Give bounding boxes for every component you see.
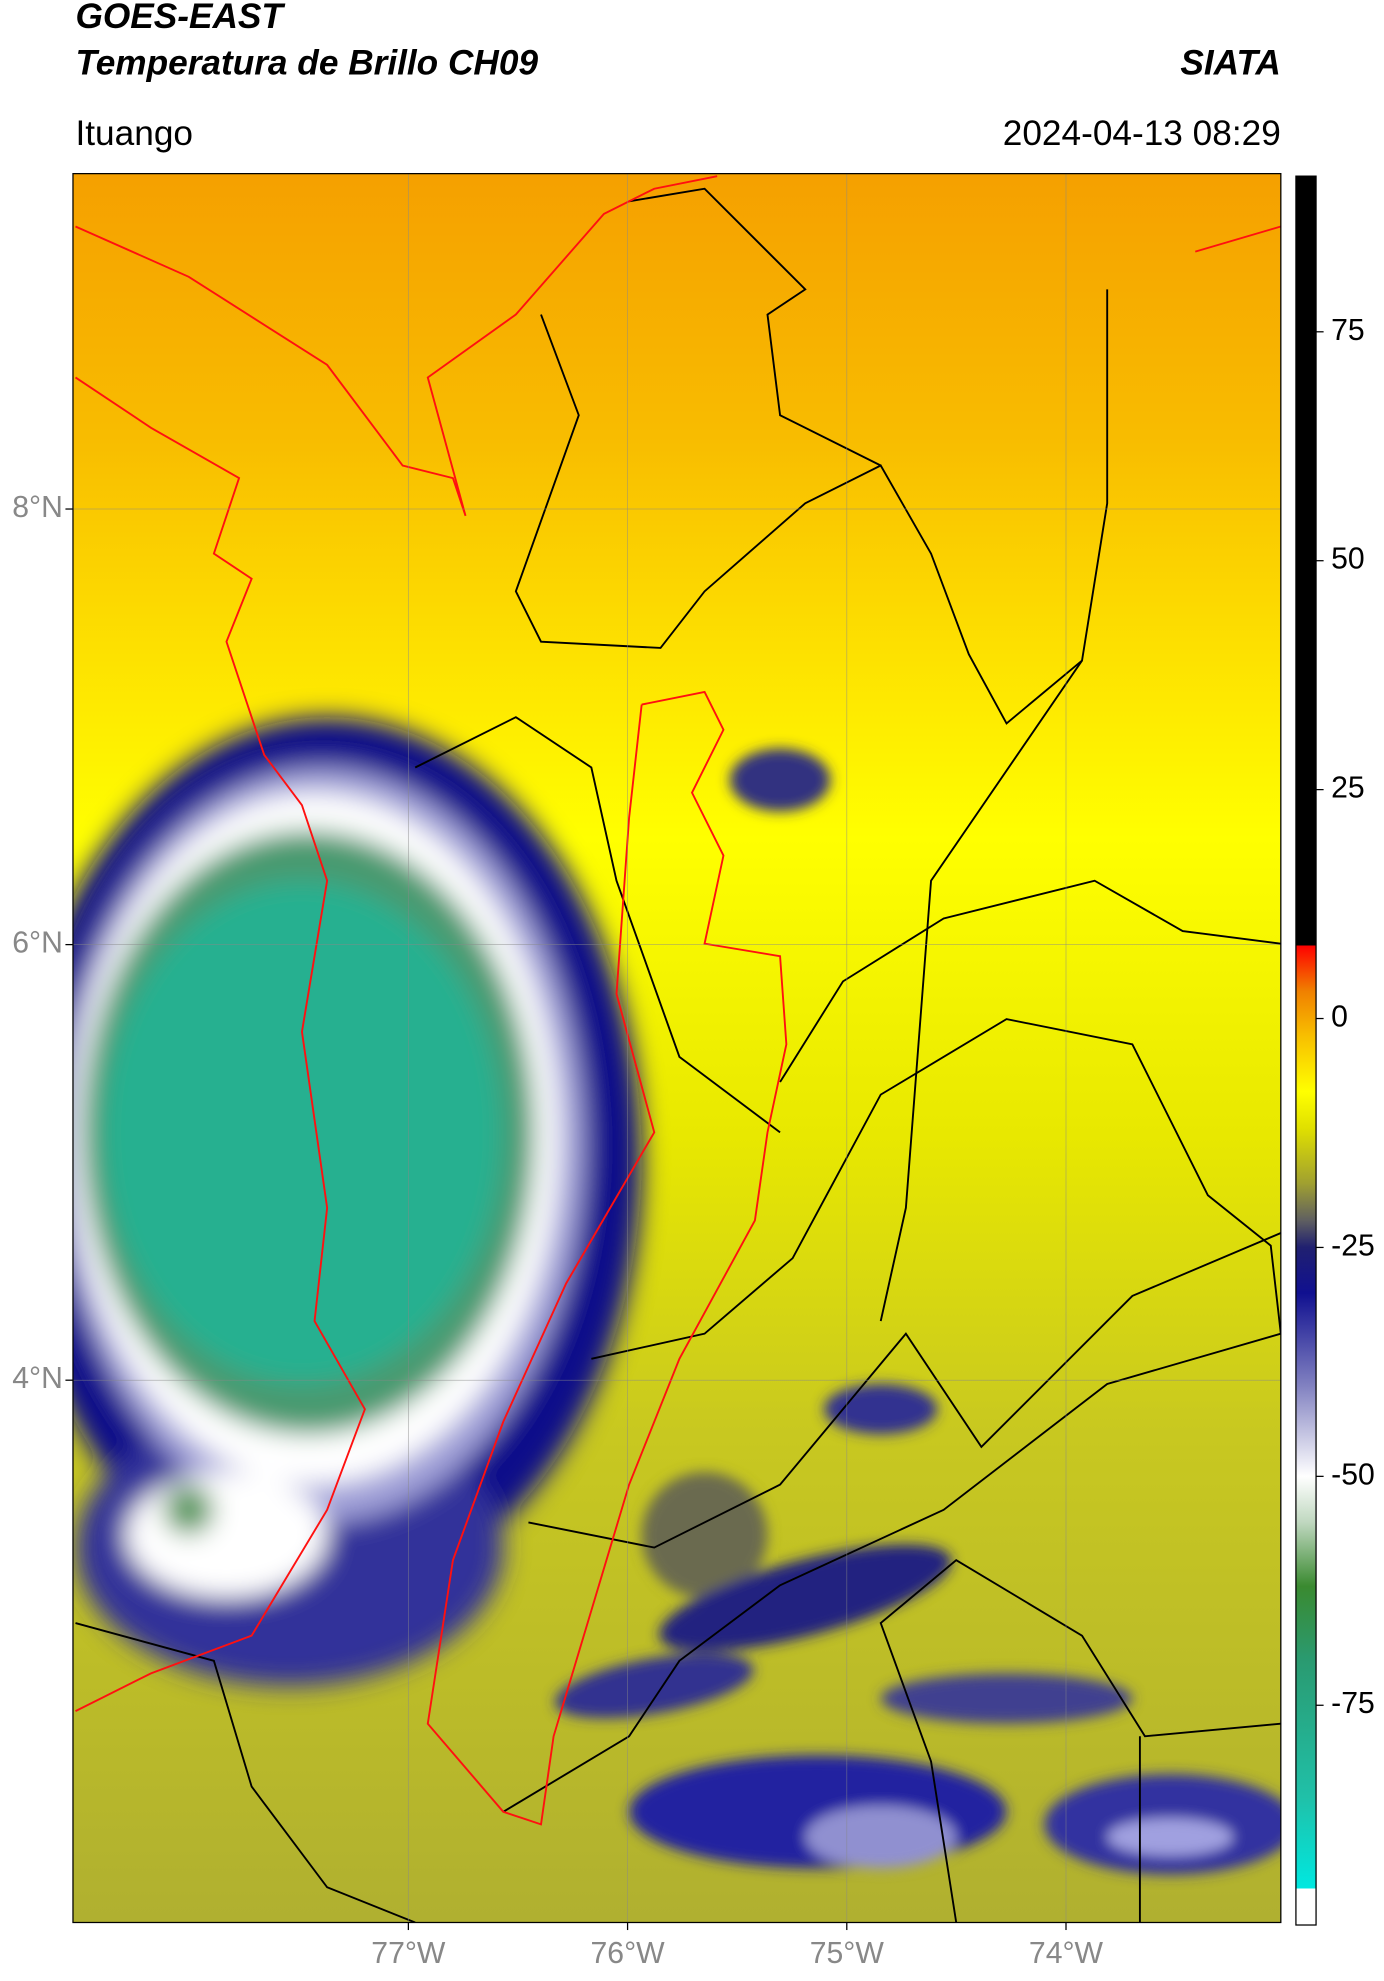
title: GOES-EAST <box>75 0 285 36</box>
subtitle: Temperatura de Brillo CH09 <box>75 44 538 83</box>
colorbar-tick-label: -50 <box>1331 1458 1375 1491</box>
colorbar-tick-label: -25 <box>1331 1229 1375 1262</box>
colorbar-tick-label: 25 <box>1331 772 1365 805</box>
map-frame <box>72 172 1282 1924</box>
lat-tick-label: 4°N <box>12 1362 63 1395</box>
convective-cloud <box>72 717 642 1686</box>
admin-borders <box>75 187 1281 1923</box>
map-image <box>72 173 1281 1923</box>
timestamp: 2024-04-13 08:29 <box>1003 114 1281 153</box>
colorbar-tick-label: 50 <box>1331 543 1365 576</box>
lon-tick-label: 74°W <box>1029 1937 1104 1970</box>
graticule <box>72 173 1281 1923</box>
colorbar <box>1295 175 1317 1926</box>
lat-tick-label: 6°N <box>12 927 63 960</box>
lon-tick-label: 76°W <box>591 1937 666 1970</box>
lat-tick-label: 8°N <box>12 491 63 524</box>
colorbar-tick-label: 0 <box>1331 1000 1348 1033</box>
lon-tick-label: 75°W <box>810 1937 885 1970</box>
location: Ituango <box>75 114 193 153</box>
coastline-and-limits <box>74 175 1281 1826</box>
colorbar-tick-label: -75 <box>1331 1687 1375 1720</box>
lon-tick-label: 77°W <box>371 1937 446 1970</box>
colorbar-tick-label: 75 <box>1331 314 1365 347</box>
source: SIATA <box>1180 44 1280 83</box>
